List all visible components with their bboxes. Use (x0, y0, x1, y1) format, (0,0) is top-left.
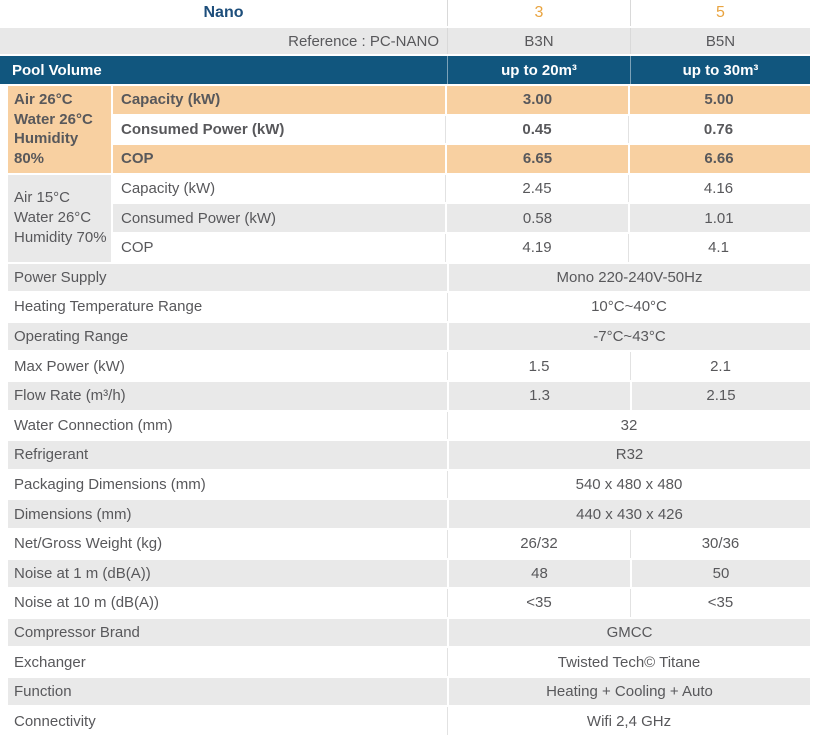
value-b5n: 1.01 (628, 204, 808, 232)
spec-label: Exchanger (14, 653, 86, 671)
row-label: COP (121, 150, 154, 168)
spec-label: Max Power (kW) (14, 357, 125, 375)
value-b3n: 6.65 (445, 145, 628, 173)
row-label: Consumed Power (kW) (121, 120, 285, 138)
spec-value: Twisted Tech© Titane (447, 648, 810, 676)
spec-label: Noise at 10 m (dB(A)) (14, 594, 160, 612)
spec-label: Dimensions (mm) (14, 505, 132, 523)
spec-row-operating-range: Operating Range -7°C~43°C (8, 322, 810, 353)
spec-value: GMCC (447, 618, 810, 647)
spec-row-water-connection: Water Connection (mm) 32 (8, 411, 810, 442)
row-label: Capacity (kW) (121, 91, 221, 109)
air26-cop-row: COP 6.65 6.66 (113, 145, 810, 175)
spec-value: Mono 220-240V-50Hz (447, 263, 810, 292)
pool-volume-label: Pool Volume (12, 61, 102, 79)
spec-label: Water Connection (mm) (14, 416, 173, 434)
pool-volume-value-2: up to 30m³ (630, 56, 810, 84)
spec-value: 540 x 480 x 480 (447, 470, 810, 499)
value-b3n: 3.00 (445, 86, 628, 114)
value-b5n: 4.16 (628, 174, 808, 203)
air15-consumed-power-row: Consumed Power (kW) 0.58 1.01 (113, 204, 810, 234)
value-b5n: 2.1 (630, 352, 810, 380)
spec-label: Compressor Brand (14, 623, 140, 641)
spec-label: Heating Temperature Range (14, 298, 203, 316)
spec-value: Wifi 2,4 GHz (447, 707, 810, 736)
spec-row-flow-rate: Flow Rate (m³/h) 1.3 2.15 (8, 381, 810, 412)
air26-condition: Air 26°C Water 26°C Humidity 80% (8, 86, 113, 175)
pool-volume-row: Pool Volume up to 20m³ up to 30m³ (0, 56, 810, 86)
spec-value: Heating + Cooling + Auto (447, 677, 810, 706)
value-b3n: <35 (447, 589, 630, 617)
air26-consumed-power-row: Consumed Power (kW) 0.45 0.76 (113, 115, 810, 146)
spec-row-connectivity: Connectivity Wifi 2,4 GHz (8, 707, 810, 737)
reference-row: Reference : PC-NANO B3N B5N (0, 28, 810, 56)
value-b5n: 6.66 (628, 145, 808, 173)
spec-row-noise-1m: Noise at 1 m (dB(A)) 48 50 (8, 559, 810, 590)
spec-label: Refrigerant (14, 446, 89, 464)
reference-label: Reference : PC-NANO (288, 32, 439, 50)
value-b3n: 4.19 (445, 233, 628, 262)
spec-value: 10°C~40°C (447, 293, 810, 321)
spec-row-dimensions: Dimensions (mm) 440 x 430 x 426 (8, 500, 810, 530)
spec-label: Function (14, 683, 72, 701)
value-b5n: 2.15 (630, 381, 810, 410)
spec-value: R32 (447, 441, 810, 469)
spec-label: Operating Range (14, 328, 129, 346)
air15-block: Air 15°C Water 26°C Humidity 70% Capacit… (8, 174, 810, 264)
spec-row-heating-temperature-range: Heating Temperature Range 10°C~40°C (8, 293, 810, 323)
air15-cop-row: COP 4.19 4.1 (113, 233, 810, 264)
value-b3n: 48 (447, 559, 630, 588)
row-label: Consumed Power (kW) (121, 209, 277, 227)
value-b3n: 26/32 (447, 529, 630, 558)
spec-row-noise-10m: Noise at 10 m (dB(A)) <35 <35 (8, 589, 810, 619)
value-b5n: 4.1 (628, 233, 808, 262)
reference-b5n: B5N (630, 28, 810, 54)
value-b3n: 0.45 (445, 115, 628, 144)
series-title: Nano (203, 4, 244, 21)
model-header-row: Nano 3 5 (0, 0, 810, 28)
air15-capacity-row: Capacity (kW) 2.45 4.16 (113, 174, 810, 205)
spec-label: Connectivity (14, 712, 96, 730)
spec-row-function: Function Heating + Cooling + Auto (8, 677, 810, 708)
spec-row-packaging-dimensions: Packaging Dimensions (mm) 540 x 480 x 48… (8, 470, 810, 501)
spec-label: Packaging Dimensions (mm) (14, 476, 206, 494)
row-label: Capacity (kW) (121, 180, 216, 198)
value-b3n: 1.3 (447, 381, 630, 410)
pool-volume-value-1: up to 20m³ (447, 56, 630, 84)
value-b5n: 5.00 (628, 86, 808, 114)
value-b5n: 50 (630, 559, 810, 588)
spec-value: -7°C~43°C (447, 322, 810, 351)
spec-row-max-power: Max Power (kW) 1.5 2.1 (8, 352, 810, 382)
value-b5n: <35 (630, 589, 810, 617)
reference-b3n: B3N (447, 28, 630, 54)
spec-row-exchanger: Exchanger Twisted Tech© Titane (8, 648, 810, 678)
spec-label: Net/Gross Weight (kg) (14, 535, 163, 553)
spec-row-refrigerant: Refrigerant R32 (8, 441, 810, 471)
spec-label: Power Supply (14, 268, 107, 286)
value-b3n: 1.5 (447, 352, 630, 380)
spec-row-compressor-brand: Compressor Brand GMCC (8, 618, 810, 649)
spec-row-power-supply: Power Supply Mono 220-240V-50Hz (8, 263, 810, 294)
model-number-5: 5 (630, 0, 810, 26)
spec-row-net-gross-weight: Net/Gross Weight (kg) 26/32 30/36 (8, 529, 810, 560)
value-b3n: 2.45 (445, 174, 628, 203)
row-label: COP (121, 239, 154, 257)
model-number-3: 3 (447, 0, 630, 26)
value-b3n: 0.58 (445, 204, 628, 232)
spec-label: Noise at 1 m (dB(A)) (14, 564, 151, 582)
air26-block: Air 26°C Water 26°C Humidity 80% Capacit… (8, 86, 810, 175)
air15-condition: Air 15°C Water 26°C Humidity 70% (8, 174, 113, 264)
spec-label: Flow Rate (m³/h) (14, 387, 126, 405)
spec-value: 32 (447, 411, 810, 440)
value-b5n: 30/36 (630, 529, 810, 558)
value-b5n: 0.76 (628, 115, 808, 144)
spec-value: 440 x 430 x 426 (447, 500, 810, 528)
air26-capacity-row: Capacity (kW) 3.00 5.00 (113, 86, 810, 116)
